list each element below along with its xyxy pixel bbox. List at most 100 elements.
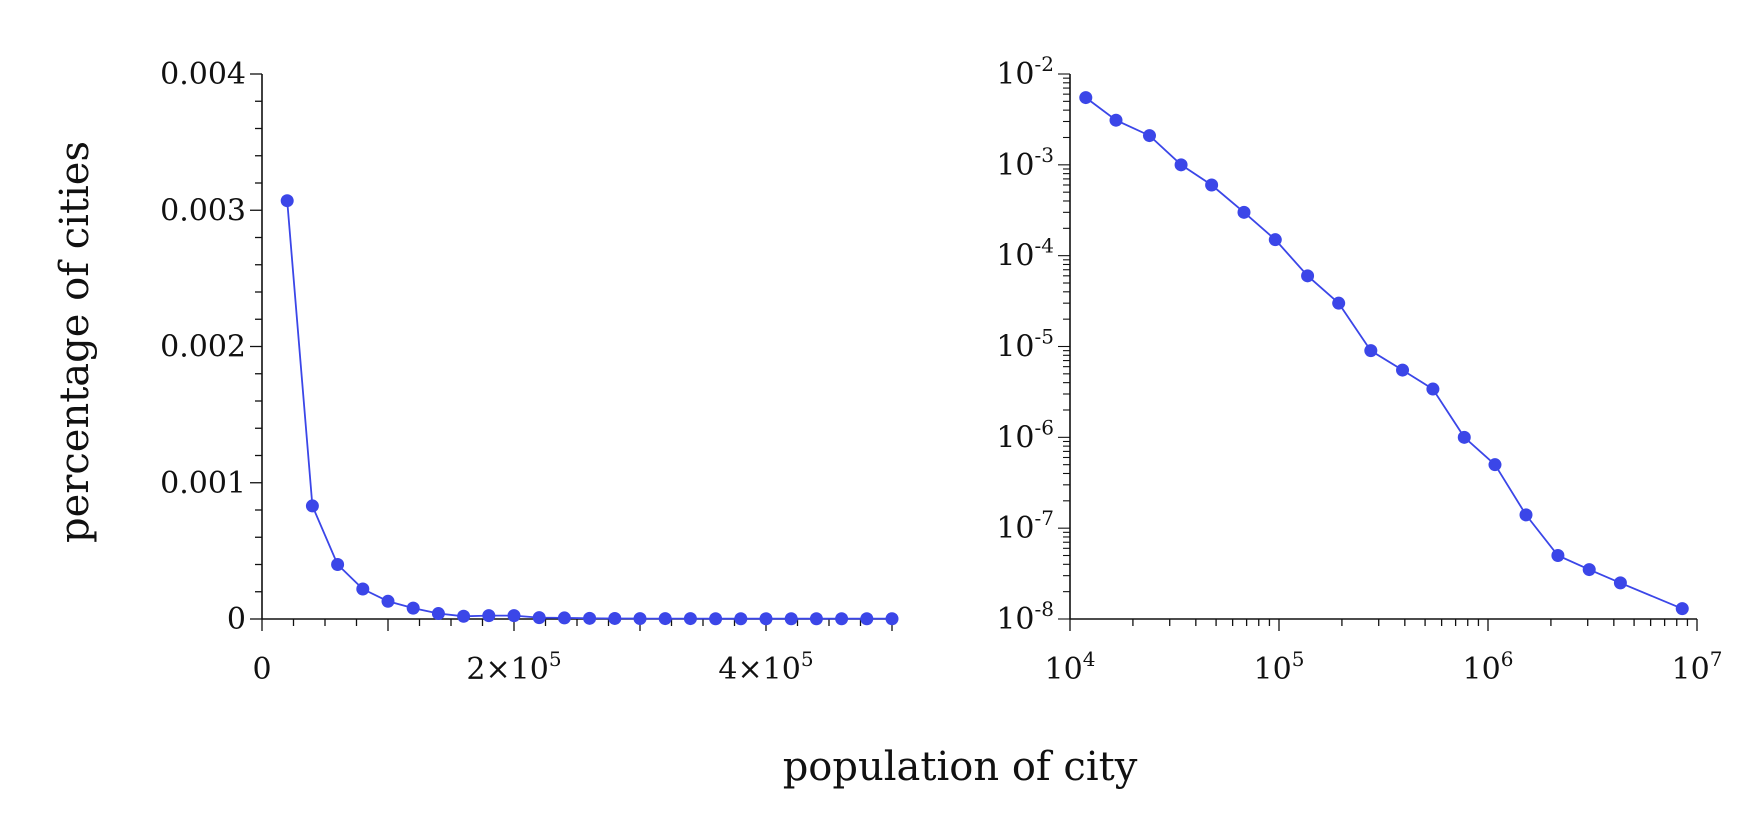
data-point	[431, 607, 445, 621]
data-point	[1519, 508, 1533, 522]
y-tick-label: 10-6	[996, 415, 1054, 455]
data-point	[885, 612, 899, 626]
x-tick-label-text: 2×10	[466, 652, 548, 687]
data-point	[683, 612, 697, 626]
data-point	[860, 612, 874, 626]
y-tick-label-exponent: -8	[1035, 597, 1054, 621]
y-tick-label-exponent: -6	[1035, 415, 1054, 439]
x-tick-label-exponent: 5	[1292, 647, 1305, 671]
x-tick-label: 2×105	[466, 647, 561, 687]
data-point	[406, 601, 420, 615]
data-point	[784, 612, 798, 626]
y-tick-label: 0.001	[160, 466, 246, 501]
data-point	[280, 194, 294, 208]
y-axis-title: percentage of cities	[52, 141, 98, 543]
data-point	[457, 609, 471, 623]
y-tick-label-text: 0.003	[160, 193, 246, 228]
series-line	[286, 200, 892, 620]
data-point	[583, 611, 597, 625]
data-point	[1488, 458, 1502, 472]
y-tick-label-text: 0.004	[160, 57, 246, 92]
data-point	[1174, 158, 1188, 172]
series-line	[1085, 96, 1683, 610]
data-point	[835, 612, 849, 626]
x-tick-label-text: 4×10	[718, 652, 800, 687]
data-point	[1551, 549, 1565, 563]
y-tick-label: 10-5	[996, 325, 1054, 365]
y-tick-label: 0.003	[160, 193, 246, 228]
data-point	[809, 612, 823, 626]
y-tick-label-exponent: -3	[1035, 143, 1054, 167]
data-point	[1457, 430, 1471, 444]
y-tick-label: 0	[227, 602, 246, 637]
data-point	[532, 611, 546, 625]
data-point	[734, 612, 748, 626]
data-point	[1675, 602, 1689, 616]
y-tick-label-exponent: -4	[1035, 234, 1054, 258]
data-point	[1205, 178, 1219, 192]
y-tick-label: 0.004	[160, 57, 246, 92]
y-tick-label-text: 10	[996, 330, 1034, 365]
data-point	[608, 611, 622, 625]
y-tick-label-text: 10	[996, 602, 1034, 637]
data-point	[1109, 113, 1123, 127]
x-tick-label-exponent: 7	[1710, 647, 1723, 671]
x-tick-label-exponent: 5	[801, 647, 814, 671]
y-tick-label: 10-3	[996, 143, 1054, 183]
x-tick-label: 105	[1254, 647, 1305, 687]
data-point	[1613, 576, 1627, 590]
data-point	[759, 612, 773, 626]
x-tick-label-exponent: 5	[549, 647, 562, 671]
y-tick-label-text: 10	[996, 239, 1034, 274]
x-tick-label-exponent: 4	[1083, 647, 1096, 671]
data-point	[1332, 296, 1346, 310]
x-tick-label-text: 10	[1672, 652, 1710, 687]
data-point	[1237, 205, 1251, 219]
x-tick-label: 106	[1463, 647, 1514, 687]
y-tick-label-text: 0	[227, 602, 246, 637]
y-tick-label: 10-8	[996, 597, 1054, 637]
data-point	[507, 609, 521, 623]
y-tick-label-exponent: -7	[1035, 506, 1054, 530]
data-point	[1301, 269, 1315, 283]
y-tick-label-text: 10	[996, 148, 1034, 183]
data-point	[331, 558, 345, 571]
data-point	[1582, 563, 1596, 577]
y-tick-label-exponent: -2	[1035, 52, 1054, 76]
y-tick-label-exponent: -5	[1035, 325, 1054, 349]
data-point	[1364, 344, 1378, 358]
data-point	[381, 594, 395, 608]
y-tick-label: 0.002	[160, 330, 246, 365]
data-point	[482, 609, 496, 623]
x-axis-title: population of city	[783, 744, 1138, 790]
x-tick-label-text: 10	[1463, 652, 1501, 687]
y-tick-label-text: 10	[996, 511, 1034, 546]
y-tick-label-text: 0.002	[160, 330, 246, 365]
y-tick-label-text: 10	[996, 57, 1034, 92]
data-point	[658, 612, 672, 626]
data-point	[1426, 382, 1440, 396]
y-tick-label-text: 0.001	[160, 466, 246, 501]
x-tick-label: 104	[1045, 647, 1096, 687]
data-point	[557, 611, 571, 625]
data-point	[356, 582, 370, 596]
x-tick-label: 4×105	[718, 647, 813, 687]
data-point	[1396, 363, 1410, 377]
x-tick-label-text: 0	[252, 652, 271, 687]
data-point	[709, 612, 723, 626]
data-point	[1142, 129, 1156, 143]
y-tick-label: 10-2	[996, 52, 1054, 92]
data-point	[305, 499, 319, 513]
x-tick-label-text: 10	[1045, 652, 1083, 687]
y-tick-label-text: 10	[996, 420, 1034, 455]
y-tick-label: 10-4	[996, 234, 1054, 274]
data-point	[1268, 233, 1282, 247]
data-point	[1079, 91, 1093, 105]
x-tick-label: 107	[1672, 647, 1723, 687]
y-tick-label: 10-7	[996, 506, 1054, 546]
x-tick-label-text: 10	[1254, 652, 1292, 687]
x-tick-label-exponent: 6	[1501, 647, 1514, 671]
